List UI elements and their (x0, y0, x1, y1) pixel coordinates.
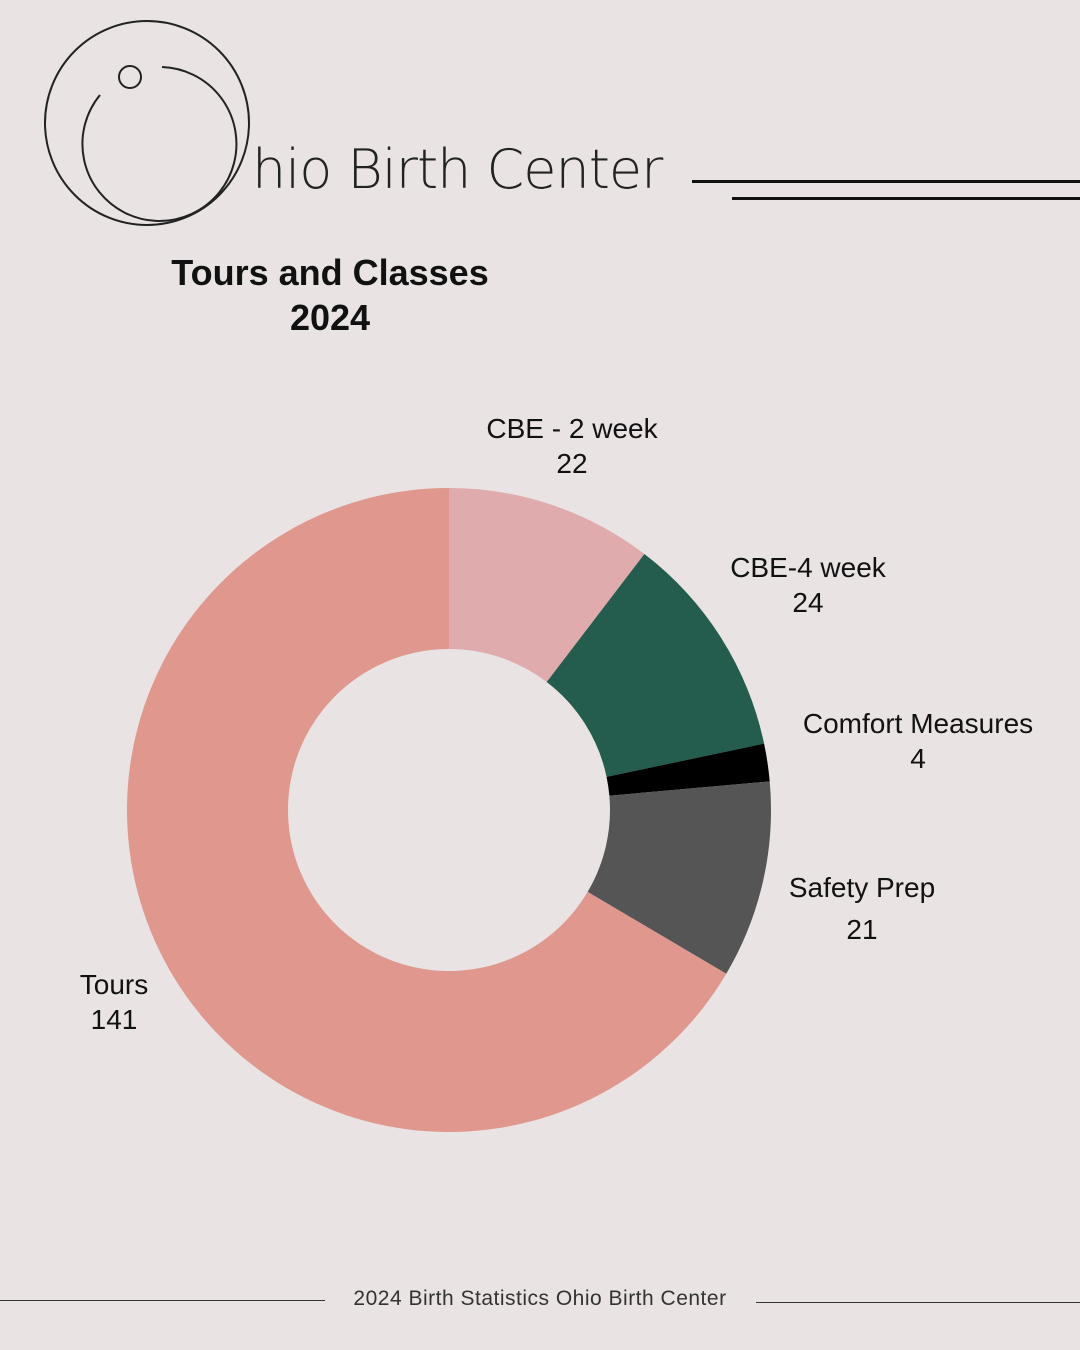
slice-label-comfort-measures: Comfort Measures 4 (803, 706, 1033, 776)
header-rule-bottom (732, 197, 1080, 200)
slice-name: CBE - 2 week (486, 413, 658, 444)
footer-text: 2024 Birth Statistics Ohio Birth Center (353, 1287, 727, 1310)
slice-value: 24 (792, 587, 824, 618)
slice-cbe-4-week (546, 554, 765, 777)
slice-name: Safety Prep (788, 872, 936, 903)
slice-safety-prep (587, 781, 771, 974)
brand-logo (44, 20, 250, 226)
header-rule-top (692, 180, 1080, 183)
slice-value: 21 (846, 914, 878, 945)
brand-name: hio Birth Center (252, 138, 663, 201)
slice-name: Comfort Measures (802, 708, 1034, 739)
chart-title-line2: 2024 (289, 297, 371, 338)
slice-label-safety-prep: Safety Prep 21 (789, 867, 935, 951)
footer-rule-left (0, 1300, 325, 1301)
slice-cbe-2-week (449, 488, 645, 683)
logo-inner-arc (81, 66, 238, 222)
slice-name: Tours (79, 969, 149, 1000)
slice-label-cbe-4-week: CBE-4 week 24 (730, 550, 886, 620)
slice-label-cbe-2-week: CBE - 2 week 22 (486, 411, 657, 481)
chart-title-line1: Tours and Classes (171, 252, 489, 293)
slice-value: 4 (910, 743, 926, 774)
slice-value: 22 (556, 448, 588, 479)
slice-tours (127, 488, 727, 1132)
footer-rule-right (756, 1302, 1080, 1303)
slice-value: 141 (90, 1004, 138, 1035)
slice-name: CBE-4 week (730, 552, 886, 583)
logo-outer-circle (44, 20, 250, 226)
slice-comfort-measures (606, 743, 770, 796)
chart-title: Tours and Classes 2024 (130, 250, 530, 340)
logo-small-circle (118, 65, 142, 89)
slice-label-tours: Tours 141 (80, 967, 148, 1037)
